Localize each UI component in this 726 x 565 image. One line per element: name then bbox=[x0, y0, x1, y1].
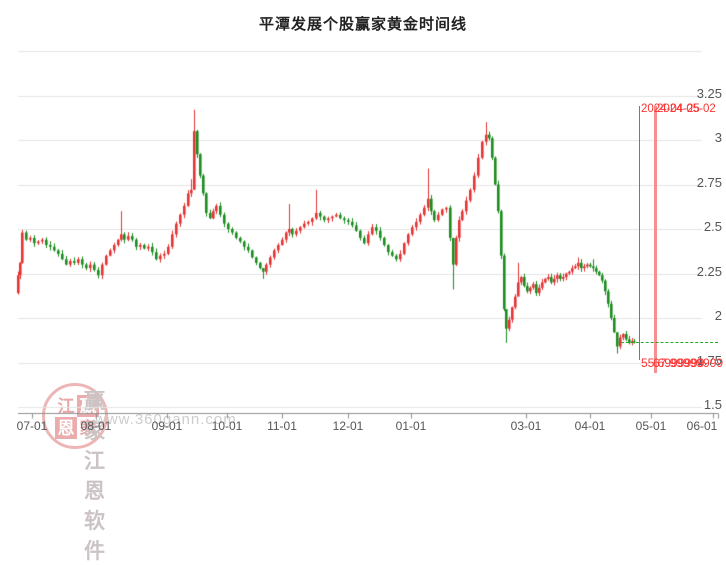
y-axis-label: 2.5 bbox=[703, 219, 722, 234]
x-axis-label: 05-01 bbox=[635, 419, 667, 433]
x-axis-label: 03-01 bbox=[510, 419, 542, 433]
x-axis-label: 12-01 bbox=[332, 419, 364, 433]
y-axis-label: 2 bbox=[714, 308, 722, 323]
y-axis-label: 1.75 bbox=[696, 352, 722, 368]
timeline-value-label-1: 55.6999999 bbox=[641, 356, 705, 370]
x-axis-label: 10-01 bbox=[211, 419, 243, 433]
x-axis-label: 06-01 bbox=[686, 419, 718, 433]
x-axis-label: 08-01 bbox=[80, 419, 112, 433]
timeline-date-label-2: 2024-05-02 bbox=[657, 103, 716, 115]
x-axis-label: 01-01 bbox=[395, 419, 427, 433]
x-axis-label: 04-01 bbox=[574, 419, 606, 433]
y-axis-label: 2.25 bbox=[696, 263, 722, 279]
y-axis-label: 3 bbox=[714, 130, 722, 145]
gann-timeline-line-2[interactable] bbox=[654, 106, 657, 373]
y-axis-label: 1.5 bbox=[703, 397, 722, 412]
timeline-date-label-1: 2024-04-25 bbox=[641, 103, 700, 115]
y-axis-label: 2.75 bbox=[696, 174, 722, 190]
candlestick-chart-canvas[interactable] bbox=[0, 0, 726, 450]
x-axis-label: 09-01 bbox=[151, 419, 183, 433]
x-axis-label: 11-01 bbox=[267, 419, 297, 433]
timeline-value-label-2: 67.99999999 bbox=[653, 356, 724, 370]
last-price-line bbox=[616, 342, 718, 343]
y-axis-label: 3.25 bbox=[696, 85, 722, 101]
gann-timeline-line-1[interactable] bbox=[639, 106, 640, 360]
page-title: 平潭发展个股赢家黄金时间线 bbox=[258, 16, 467, 33]
x-axis-label: 07-01 bbox=[16, 419, 48, 433]
